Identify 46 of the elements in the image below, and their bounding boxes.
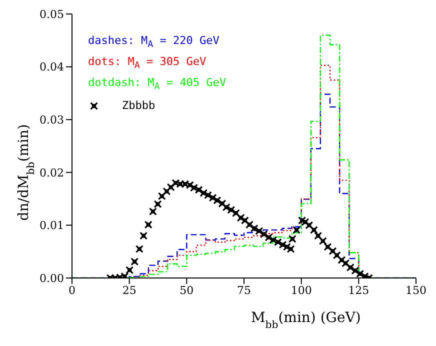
x-tick-label: 150	[406, 284, 426, 297]
x-tick-label: 25	[122, 284, 136, 297]
y-tick-label: 0.00	[40, 272, 64, 285]
x-tick-label: 100	[290, 284, 312, 297]
point	[126, 266, 134, 274]
point	[298, 216, 306, 224]
point	[305, 221, 314, 230]
point	[282, 242, 291, 251]
x-axis-title: M$_{bb}$(min) (GeV)	[250, 310, 361, 330]
x-tick-label: 0	[68, 284, 76, 297]
point	[342, 259, 350, 268]
point	[338, 256, 346, 264]
y-tick-label: 0.02	[40, 166, 64, 180]
point	[130, 258, 139, 266]
point	[236, 214, 245, 222]
point	[154, 200, 162, 208]
x-tick-label: 125	[348, 284, 370, 297]
text: dashes: M$_{A}$ = 220 GeV	[88, 34, 220, 51]
point	[301, 218, 310, 226]
point	[292, 226, 301, 234]
point	[144, 220, 152, 229]
point	[148, 207, 157, 216]
point	[158, 192, 166, 200]
point	[310, 226, 318, 234]
text: dotdash: M$_{A}$ = 405 GeV	[88, 76, 226, 93]
point	[240, 216, 249, 224]
point	[314, 232, 322, 240]
legend-label: Zbbbb	[122, 99, 156, 112]
point	[318, 237, 327, 246]
point	[166, 183, 175, 192]
point	[286, 244, 295, 253]
x-tick-label: 75	[237, 284, 251, 297]
point	[328, 247, 337, 256]
y-tick-label: 0.01	[40, 219, 64, 232]
y-tick-label: 0.03	[40, 114, 64, 127]
y-tick-label: 0.04	[40, 60, 64, 74]
point	[324, 242, 332, 251]
x-tick-label: 50	[180, 284, 194, 297]
point	[332, 251, 341, 260]
point	[135, 244, 144, 253]
point	[246, 220, 254, 229]
point	[140, 232, 148, 240]
point	[162, 187, 171, 196]
text: dots: M$_{A}$ = 305 GeV	[88, 55, 206, 72]
point	[288, 234, 296, 243]
y-tick-label: 0.05	[40, 8, 64, 21]
